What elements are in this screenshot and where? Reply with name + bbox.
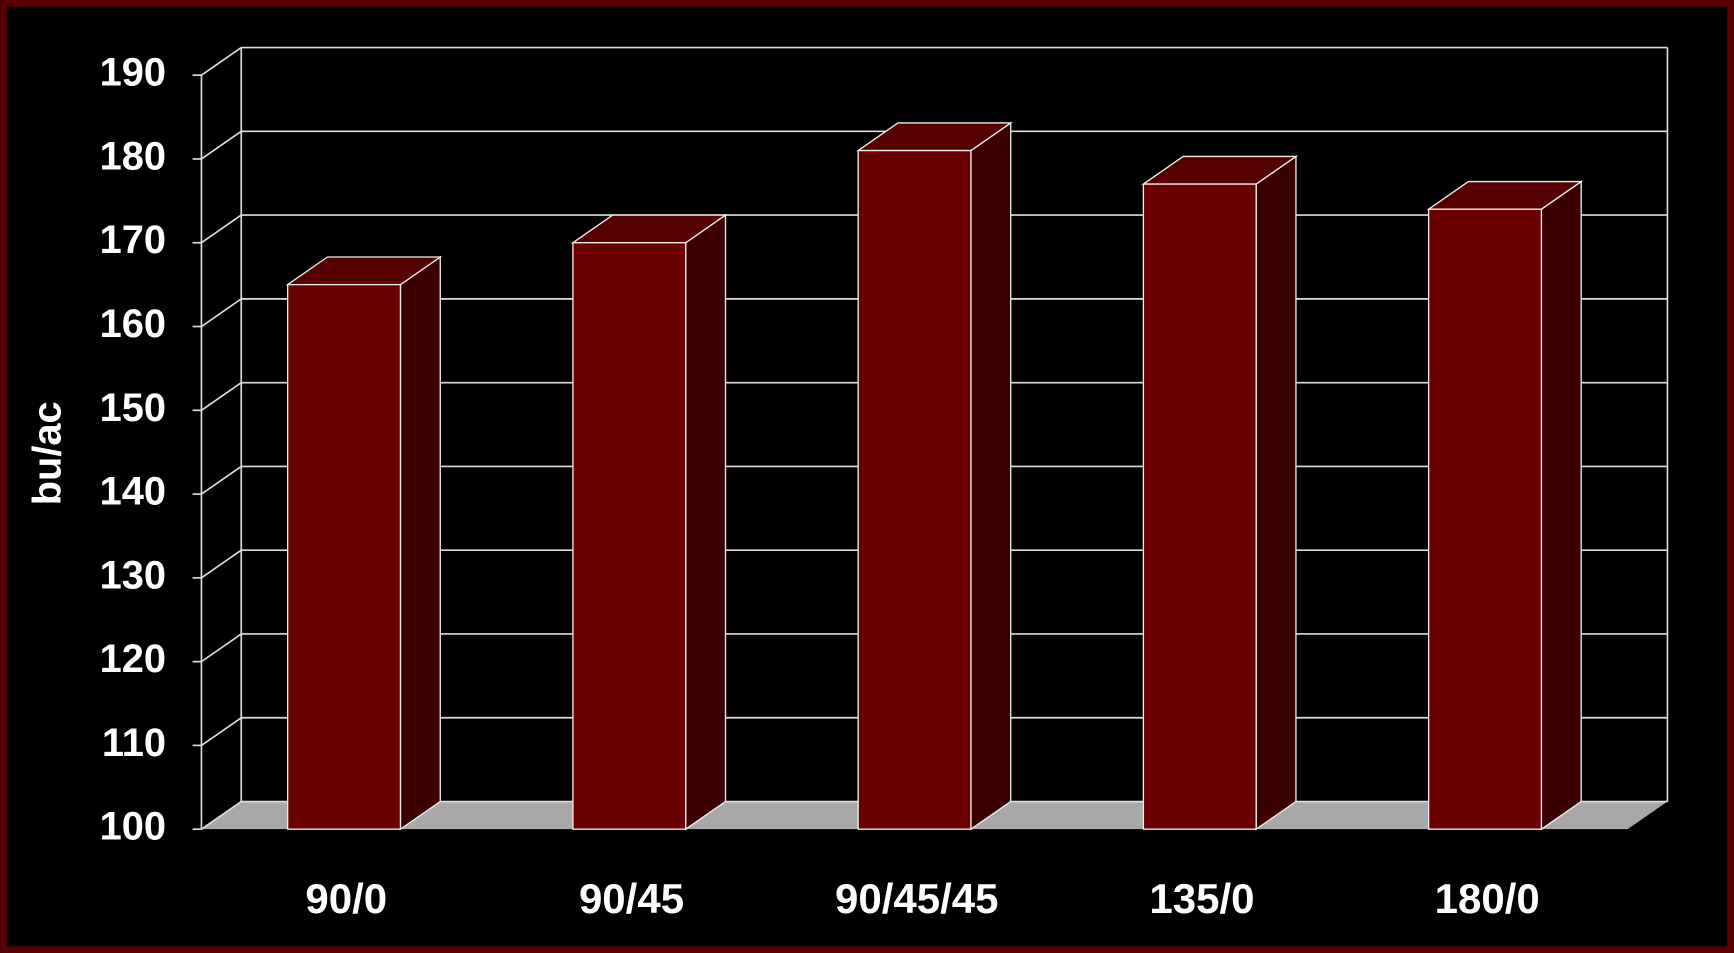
- bar: [857, 149, 972, 830]
- grid-line: [200, 46, 242, 76]
- y-tick-label: 160: [100, 302, 166, 346]
- bar-side: [1255, 155, 1297, 831]
- bar: [1427, 208, 1543, 830]
- y-tick-label: 120: [100, 637, 166, 681]
- y-tick-label: 100: [100, 805, 166, 849]
- grid-line: [200, 717, 242, 747]
- grid-line: [200, 465, 242, 495]
- grid-line: [200, 298, 242, 328]
- x-tick-label: 90/45: [579, 875, 684, 922]
- y-tick-label: 140: [100, 470, 166, 514]
- y-tick-label: 130: [100, 553, 166, 597]
- grid-line: [200, 381, 242, 411]
- bar-side: [970, 121, 1012, 831]
- grid-line: [200, 549, 242, 579]
- y-tick-label: 150: [100, 386, 166, 430]
- x-tick-label: 135/0: [1149, 875, 1254, 922]
- y-tick-label: 170: [100, 218, 166, 262]
- y-tick-label: 180: [100, 134, 166, 178]
- y-tick-label: 190: [100, 51, 166, 95]
- y-axis-label: bu/ac: [26, 401, 70, 505]
- grid-line: [200, 633, 242, 663]
- x-tick-label: 90/45/45: [835, 875, 998, 922]
- bar: [572, 242, 687, 830]
- x-tick-label: 180/0: [1435, 875, 1540, 922]
- bar-side: [685, 213, 727, 831]
- bar: [1142, 183, 1257, 830]
- grid-line: [200, 800, 242, 830]
- bar-side: [399, 255, 441, 831]
- bar-side: [1540, 180, 1582, 831]
- bar: [287, 283, 402, 830]
- grid-line: [200, 214, 242, 244]
- grid-line: [200, 130, 242, 160]
- y-tick-label: 110: [102, 721, 166, 765]
- x-tick-label: 90/0: [305, 875, 387, 922]
